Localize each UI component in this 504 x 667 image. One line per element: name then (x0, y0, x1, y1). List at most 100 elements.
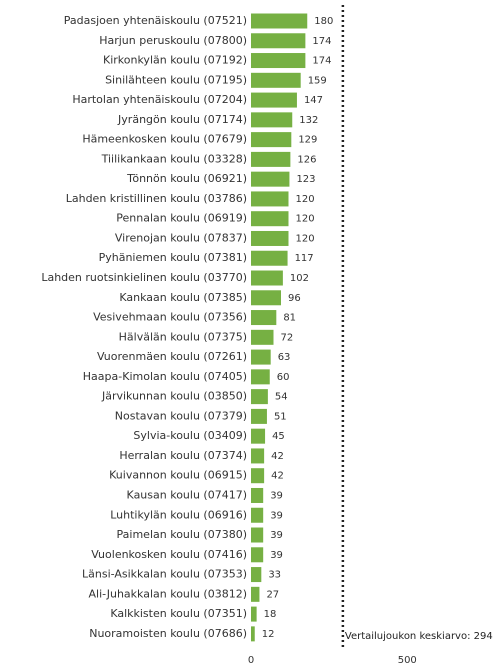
bar (251, 53, 306, 69)
data-label: 120 (296, 214, 315, 225)
category-label: Länsi-Asikkalan koulu (07353) (82, 568, 247, 581)
bar (251, 171, 290, 187)
bar (251, 626, 255, 642)
category-label: Nuoramoisten koulu (07686) (89, 627, 247, 640)
category-label: Pyhäniemen koulu (07381) (99, 251, 247, 264)
category-label: Kalkkisten koulu (07351) (110, 607, 247, 620)
bar (251, 329, 274, 345)
reference-label: Vertailujoukon keskiarvo: 294 (345, 631, 493, 642)
data-label: 96 (288, 293, 301, 304)
data-label: 39 (270, 550, 283, 561)
bar (251, 151, 291, 167)
bar (251, 487, 264, 503)
data-label: 27 (266, 589, 279, 600)
bar (251, 428, 266, 444)
bar (251, 468, 265, 484)
category-label: Haapa-Kimolan koulu (07405) (83, 370, 247, 383)
category-label: Hartolan yhtenäiskoulu (07204) (72, 93, 247, 106)
bar (251, 33, 306, 49)
data-label: 33 (268, 570, 281, 581)
bar (251, 290, 281, 306)
data-label: 180 (314, 16, 333, 27)
bar (251, 250, 288, 266)
bar (251, 270, 283, 286)
category-label: Sylvia-koulu (03409) (133, 429, 247, 442)
bar (251, 13, 308, 29)
category-label: Padasjoen yhtenäiskoulu (07521) (64, 14, 247, 27)
category-label: Lahden ruotsinkielinen koulu (03770) (41, 271, 247, 284)
category-label: Herralan koulu (07374) (119, 449, 247, 462)
category-label: Järvikunnan koulu (03850) (101, 390, 247, 403)
category-label: Kirkonkylän koulu (07192) (103, 54, 247, 67)
bar (251, 369, 270, 385)
category-label: Kuivannon koulu (06915) (109, 469, 247, 482)
data-label: 117 (295, 253, 314, 264)
category-label: Hälvälän koulu (07375) (119, 330, 247, 343)
data-label: 147 (304, 95, 323, 106)
category-label: Lahden kristillinen koulu (03786) (66, 192, 247, 205)
category-label: Jyrängön koulu (07174) (117, 113, 247, 126)
data-label: 174 (312, 56, 331, 67)
data-label: 72 (281, 332, 294, 343)
bar (251, 507, 264, 523)
category-label: Paimelan koulu (07380) (117, 528, 247, 541)
data-label: 42 (271, 471, 284, 482)
bar (251, 448, 265, 464)
data-label: 120 (296, 233, 315, 244)
category-label: Harjun peruskoulu (07800) (99, 34, 247, 47)
data-label: 129 (298, 135, 317, 146)
category-label: Sinilähteen koulu (07195) (105, 73, 247, 86)
data-label: 39 (270, 510, 283, 521)
bar (251, 132, 292, 148)
category-label: Kausan koulu (07417) (127, 488, 247, 501)
x-tick-label: 500 (398, 655, 417, 666)
data-label: 132 (299, 115, 318, 126)
bar (251, 586, 260, 602)
bar (251, 567, 262, 583)
data-label: 81 (283, 313, 296, 324)
bar (251, 349, 271, 365)
bar (251, 547, 264, 563)
category-label: Ali-Juhakkalan koulu (03812) (89, 587, 247, 600)
data-label: 174 (312, 36, 331, 47)
data-label: 126 (297, 154, 316, 165)
data-label: 120 (296, 194, 315, 205)
category-label: Hämeenkosken koulu (07679) (82, 133, 247, 146)
data-label: 12 (262, 629, 275, 640)
data-label: 51 (274, 411, 287, 422)
x-tick-label: 0 (248, 655, 254, 666)
category-label: Nostavan koulu (07379) (115, 409, 247, 422)
data-label: 54 (275, 392, 288, 403)
category-label: Vesivehmaan koulu (07356) (93, 311, 247, 324)
category-label: Pennalan koulu (06919) (116, 212, 247, 225)
data-label: 45 (272, 431, 285, 442)
category-label: Kankaan koulu (07385) (119, 291, 247, 304)
bar (251, 389, 268, 405)
bar (251, 72, 301, 88)
category-label: Vuorenmäen koulu (07261) (97, 350, 247, 363)
data-label: 39 (270, 530, 283, 541)
category-label: Tiilikankaan koulu (03328) (101, 152, 247, 165)
category-label: Vuolenkosken koulu (07416) (91, 548, 247, 561)
data-label: 39 (270, 490, 283, 501)
bar (251, 310, 277, 326)
data-label: 42 (271, 451, 284, 462)
bar (251, 211, 289, 227)
bar (251, 408, 267, 424)
data-label: 60 (277, 372, 290, 383)
data-label: 18 (264, 609, 277, 620)
bar (251, 230, 289, 246)
category-label: Virenojan koulu (07837) (115, 231, 247, 244)
data-label: 63 (278, 352, 291, 363)
bar (251, 191, 289, 207)
data-label: 102 (290, 273, 309, 284)
data-label: 159 (308, 75, 327, 86)
bar (251, 92, 297, 108)
bar (251, 606, 257, 622)
data-label: 123 (296, 174, 315, 185)
category-label: Luhtikylän koulu (06916) (110, 508, 247, 521)
bar (251, 112, 293, 128)
bar (251, 527, 264, 543)
category-label: Tönnön koulu (06921) (126, 172, 247, 185)
